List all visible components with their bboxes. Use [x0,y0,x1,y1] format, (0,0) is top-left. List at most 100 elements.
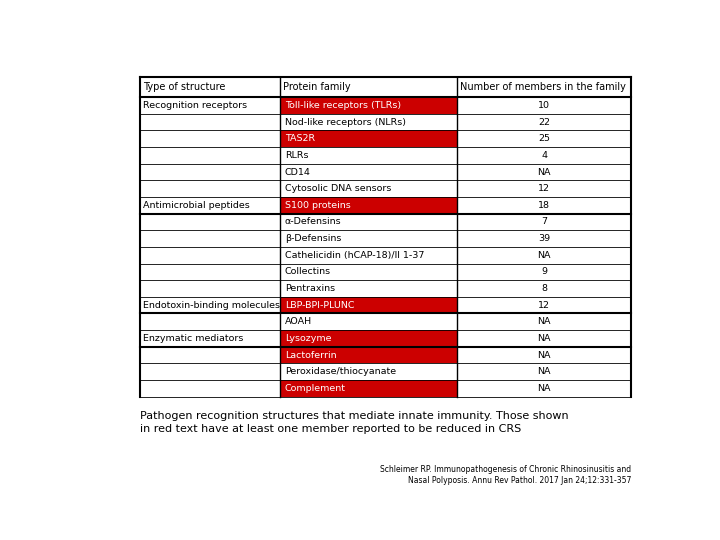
Bar [140,97,280,114]
Bar [140,147,280,164]
Bar [140,330,280,347]
Text: NA: NA [537,334,551,343]
Bar [280,313,457,330]
Text: Complement: Complement [284,384,346,393]
Bar [457,147,631,164]
Bar [140,197,280,214]
Bar [457,347,631,363]
Bar [457,297,631,313]
Text: Cytosolic DNA sensors: Cytosolic DNA sensors [284,184,391,193]
Bar [280,247,457,264]
Text: AOAH: AOAH [284,318,312,326]
Bar [457,180,631,197]
Bar [280,197,457,214]
Bar [280,164,457,180]
Text: β-Defensins: β-Defensins [284,234,341,243]
Bar [140,280,280,297]
Text: NA: NA [537,167,551,177]
Text: Peroxidase/thiocyanate: Peroxidase/thiocyanate [284,367,396,376]
Text: TAS2R: TAS2R [284,134,315,143]
Text: NA: NA [537,367,551,376]
Text: α-Defensins: α-Defensins [284,218,341,226]
Text: S100 proteins: S100 proteins [284,201,351,210]
Bar [280,147,457,164]
Text: 22: 22 [538,118,550,127]
Text: Cathelicidin (hCAP-18)/ll 1-37: Cathelicidin (hCAP-18)/ll 1-37 [284,251,424,260]
Text: Number of members in the family: Number of members in the family [460,82,626,92]
Text: Pathogen recognition structures that mediate innate immunity. Those shown
in red: Pathogen recognition structures that med… [140,411,569,434]
Text: Antimicrobial peptides: Antimicrobial peptides [143,201,250,210]
Bar [140,164,280,180]
Bar [457,363,631,380]
Bar [140,131,280,147]
Text: RLRs: RLRs [284,151,308,160]
Bar [457,330,631,347]
Bar [140,347,280,363]
Text: CD14: CD14 [284,167,310,177]
Text: 39: 39 [538,234,550,243]
Bar [140,313,280,330]
Bar [140,247,280,264]
Text: Nod-like receptors (NLRs): Nod-like receptors (NLRs) [284,118,405,127]
Text: Enzymatic mediators: Enzymatic mediators [143,334,243,343]
Bar [457,131,631,147]
Text: 9: 9 [541,267,547,276]
Bar [280,214,457,230]
Bar [280,347,457,363]
Text: 4: 4 [541,151,547,160]
Text: 12: 12 [538,301,550,309]
Bar [280,297,457,313]
Text: 25: 25 [538,134,550,143]
Bar [280,114,457,131]
Bar [140,297,280,313]
Text: 10: 10 [538,101,550,110]
Bar [280,131,457,147]
Text: Endotoxin-binding molecules: Endotoxin-binding molecules [143,301,280,309]
Bar [140,214,280,230]
Bar [457,380,631,396]
Text: NA: NA [537,251,551,260]
Bar [457,197,631,214]
Text: Protein family: Protein family [283,82,351,92]
Bar [280,280,457,297]
Text: 8: 8 [541,284,547,293]
Bar [140,230,280,247]
Bar [140,180,280,197]
Text: NA: NA [537,318,551,326]
Bar [140,363,280,380]
Bar [140,264,280,280]
Text: 12: 12 [538,184,550,193]
Bar [457,280,631,297]
Text: Schleimer RP. Immunopathogenesis of Chronic Rhinosinusitis and
Nasal Polyposis. : Schleimer RP. Immunopathogenesis of Chro… [380,465,631,485]
Text: Lactoferrin: Lactoferrin [284,350,336,360]
Text: Collectins: Collectins [284,267,330,276]
Bar [140,114,280,131]
Text: Recognition receptors: Recognition receptors [143,101,247,110]
Bar [457,313,631,330]
Text: Type of structure: Type of structure [143,82,225,92]
Text: Toll-like receptors (TLRs): Toll-like receptors (TLRs) [284,101,401,110]
Bar [280,180,457,197]
Bar [280,330,457,347]
Text: 7: 7 [541,218,547,226]
Text: Lysozyme: Lysozyme [284,334,331,343]
Bar [457,264,631,280]
Bar [140,380,280,396]
Text: NA: NA [537,384,551,393]
Bar [280,380,457,396]
Text: 18: 18 [538,201,550,210]
Text: LBP-BPI-PLUNC: LBP-BPI-PLUNC [284,301,354,309]
Bar [280,264,457,280]
Bar [457,247,631,264]
Bar [280,97,457,114]
Bar [457,164,631,180]
Text: Pentraxins: Pentraxins [284,284,335,293]
Bar [140,77,631,97]
Bar [457,114,631,131]
Text: NA: NA [537,350,551,360]
Bar [457,230,631,247]
Bar [280,363,457,380]
Bar [280,230,457,247]
Bar [457,214,631,230]
Bar [457,97,631,114]
